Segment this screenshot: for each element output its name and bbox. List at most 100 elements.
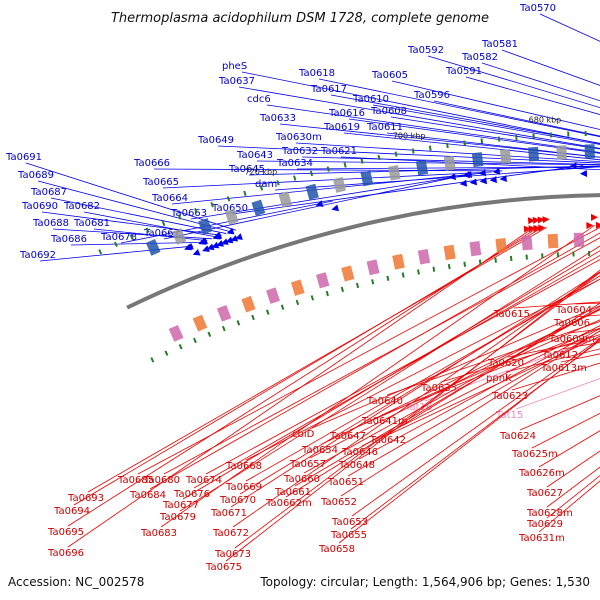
leader-line	[427, 55, 600, 109]
forward-gene-arrow	[192, 248, 201, 256]
leader-line	[301, 156, 600, 166]
feature-block	[392, 253, 405, 270]
gene-label: Ta0604	[555, 305, 592, 316]
feature-block	[547, 233, 559, 249]
scale-tick	[463, 261, 467, 267]
scale-tick	[280, 304, 285, 310]
leader-line	[231, 165, 584, 215]
scale-tick	[98, 249, 103, 255]
leader-line	[225, 269, 600, 562]
forward-gene-arrow	[492, 167, 501, 175]
scale-tick	[371, 279, 375, 285]
gene-label: Ta0677	[162, 500, 199, 511]
gene-label: Ta0686	[50, 234, 87, 245]
leader-line	[238, 86, 600, 149]
gene-label: Ta0665	[142, 177, 179, 188]
forward-gene-arrow	[212, 232, 221, 240]
gene-label: Ta0627	[526, 488, 563, 499]
scale-tick	[145, 227, 150, 233]
scale-tick	[326, 166, 330, 172]
leader-line	[52, 228, 212, 240]
scale-tick	[265, 309, 270, 315]
gene-label: Ta0653	[331, 517, 368, 528]
gene-label: Ta0651	[327, 477, 364, 488]
scale-tick	[177, 214, 182, 220]
feature-block	[469, 241, 482, 257]
feature-block	[528, 146, 540, 162]
gene-label: Ta0643	[236, 150, 273, 161]
leader-line	[279, 123, 600, 158]
gene-label: Ta0616	[328, 108, 365, 119]
scale-tick	[411, 148, 415, 154]
forward-gene-arrow	[226, 227, 235, 235]
scale-tick	[293, 175, 297, 181]
gene-label: Ta0633	[259, 113, 296, 124]
leader-line	[351, 338, 600, 517]
leader-line	[234, 272, 600, 549]
gene-label: Ta0592	[407, 45, 444, 56]
leader-line	[182, 250, 600, 500]
leader-line	[519, 395, 600, 431]
leader-line	[505, 348, 600, 373]
gene-label: Ta0591	[445, 66, 482, 77]
leader-line	[93, 228, 208, 241]
leader-line	[481, 62, 600, 102]
genome-backbone	[126, 193, 600, 310]
leader-line	[67, 227, 538, 527]
gene-label: Ta0671	[210, 508, 247, 519]
gene-label: Ta0685	[117, 475, 154, 486]
gene-label: cdc6	[247, 94, 271, 105]
scale-tick	[343, 162, 347, 168]
leader-line	[501, 49, 600, 86]
leader-line	[241, 71, 600, 145]
scale-tick	[178, 344, 183, 350]
forward-gene-arrow	[206, 243, 215, 251]
reverse-gene-arrow	[532, 216, 540, 224]
feature-block	[495, 237, 507, 253]
forward-gene-arrow	[469, 178, 478, 186]
gene-label: Ta0662m	[265, 498, 312, 509]
leader-line	[389, 335, 600, 435]
gene-label: Ta0640	[366, 396, 403, 407]
leader-line	[347, 330, 600, 477]
scale-tick	[310, 295, 315, 301]
leader-line	[248, 165, 600, 176]
reverse-gene-arrow	[537, 216, 545, 224]
forward-gene-arrow	[569, 162, 577, 170]
feature-block	[366, 259, 380, 276]
gene-label: Ta0637	[218, 76, 255, 87]
forward-gene-arrow	[462, 171, 470, 179]
scale-tick	[276, 180, 280, 186]
forward-gene-arrow	[448, 173, 456, 181]
scale-tick	[113, 241, 118, 248]
forward-gene-arrow	[499, 175, 507, 183]
forward-gene-arrow	[198, 238, 207, 245]
gene-label: Ta0683	[140, 528, 177, 539]
gene-label: Ta0625m	[511, 449, 558, 460]
leader-line	[217, 145, 600, 164]
leader-line	[386, 132, 600, 158]
gene-label: Ta0672	[212, 528, 249, 539]
forward-gene-arrow	[235, 233, 243, 240]
gene-label: Ta0634	[276, 158, 313, 169]
gene-label: Ta0619	[323, 122, 360, 133]
gene-label: Ta0630m	[275, 132, 322, 143]
leader-line	[338, 338, 600, 544]
gene-label: Ta0664	[151, 193, 188, 204]
gene-label: Ta0670	[219, 495, 256, 506]
gene-label: Ta0608	[370, 106, 407, 117]
gene-label: Ta0615	[493, 309, 530, 320]
scale-tick	[259, 185, 264, 191]
gene-label: Ta0696	[47, 548, 84, 559]
leader-line	[513, 301, 600, 309]
gene-label: Ta0626m	[518, 468, 565, 479]
gene-label: Ta0631m	[518, 533, 565, 544]
feature-block	[521, 235, 533, 251]
feature-block	[216, 305, 232, 322]
gene-label: Ta0680	[143, 475, 180, 486]
leader-line	[391, 80, 600, 130]
leader-line	[465, 76, 600, 115]
scale-tick	[446, 142, 449, 149]
gene-label: Ta0618	[298, 68, 335, 79]
